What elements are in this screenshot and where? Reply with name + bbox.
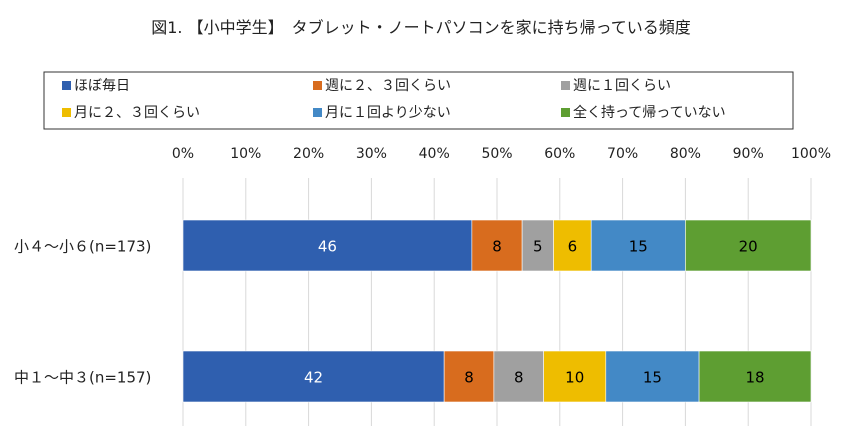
legend-label: ほぼ毎日 [74,78,130,94]
legend-box [43,71,794,130]
bar-segment [590,219,686,272]
legend-label: 週に１回くらい [573,78,671,94]
x-tick-label: 80% [670,146,701,162]
bar-segment [698,350,812,403]
category-label: 小４～小６(n=173) [14,238,151,256]
legend-label: 月に２、３回くらい [74,105,200,121]
data-label: 6 [568,238,578,256]
bar-segment [521,219,554,272]
legend-swatch [561,108,570,117]
x-tick-label: 30% [356,146,387,162]
y-axis-labels: 小４～小６(n=173) 中１～中３(n=157) [14,238,151,387]
bars: 46 8 5 6 15 20 42 8 8 10 15 18 [182,219,812,403]
bar-segment [471,219,523,272]
bar-segment [493,350,544,403]
bar-segment [543,350,607,403]
x-tick-label: 100% [791,146,831,162]
legend-swatch [313,108,322,117]
data-label: 8 [514,369,524,387]
x-tick-label: 90% [733,146,764,162]
data-label: 15 [629,238,648,256]
x-tick-label: 50% [481,146,512,162]
data-label: 18 [745,369,764,387]
x-axis-ticks: 0% 10% 20% 30% 40% 50% 60% 70% 80% 90% 100% [172,146,831,162]
bar-segment [443,350,495,403]
data-label: 15 [643,369,662,387]
bar-segment [182,219,473,272]
legend-label: 月に１回より少ない [325,105,451,121]
legend-swatch [62,108,71,117]
bar-segment [685,219,812,272]
bar-segment [182,350,445,403]
legend-swatch [561,81,570,90]
category-label: 中１～中３(n=157) [14,369,151,387]
data-label: 46 [318,238,337,256]
bar-segment [605,350,700,403]
data-label: 42 [304,369,323,387]
legend-label: 全く持って帰っていない [573,104,726,121]
data-label: 8 [464,369,474,387]
legend-swatch [313,81,322,90]
bar-segment [553,219,592,272]
data-label: 10 [565,369,584,387]
data-label: 8 [492,238,502,256]
legend-label: 週に２、３回くらい [325,78,451,94]
x-tick-label: 20% [293,146,324,162]
x-tick-label: 0% [172,146,194,162]
chart-title: 図1. 【小中学生】 タブレット・ノートパソコンを家に持ち帰っている頻度 [151,18,691,37]
x-tick-label: 60% [544,146,575,162]
x-tick-label: 70% [607,146,638,162]
x-tick-label: 40% [419,146,450,162]
x-tick-label: 10% [230,146,261,162]
legend-swatch [62,81,71,90]
data-label: 20 [739,238,758,256]
data-label: 5 [533,238,543,256]
